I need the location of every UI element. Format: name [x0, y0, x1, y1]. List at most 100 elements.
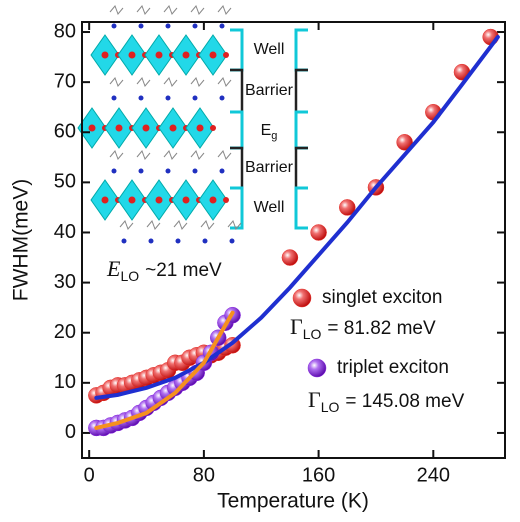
atom: [111, 168, 117, 174]
annotation-text: ~21 meV: [145, 260, 222, 281]
atom: [202, 238, 208, 244]
organic-chain: [217, 5, 232, 15]
y-tick-label: 40: [54, 221, 76, 243]
symbol: Γ: [308, 387, 321, 412]
subscript: LO: [321, 399, 340, 415]
data-point: [339, 199, 356, 216]
atom: [169, 124, 177, 132]
organic-chain: [146, 220, 161, 230]
atom: [192, 23, 198, 29]
atom: [209, 196, 217, 204]
symbol: Γ: [290, 314, 303, 339]
data-point: [396, 134, 413, 151]
atom: [121, 238, 127, 244]
inset-structure: Well Barrier Eg Barrier Well: [77, 5, 308, 244]
legend-label: singlet exciton: [322, 287, 442, 308]
inset-label: Eg: [261, 122, 278, 142]
plot-frame: [81, 21, 506, 459]
data-point: [281, 249, 299, 266]
atom: [165, 95, 171, 101]
inset-label: Well: [254, 41, 285, 58]
organic-chain: [190, 5, 205, 15]
atom: [210, 125, 216, 131]
atom: [223, 197, 229, 203]
subscript: LO: [303, 326, 322, 342]
atom: [155, 196, 163, 204]
atom: [223, 52, 229, 58]
organic-chain: [109, 150, 124, 160]
atom: [229, 238, 235, 244]
atom: [111, 95, 117, 101]
data-point: [310, 224, 327, 241]
atom: [192, 168, 198, 174]
annotation-text: = 81.82 meV: [327, 318, 436, 339]
legend-label: triplet exciton: [337, 357, 449, 378]
atom: [128, 51, 136, 59]
atom: [219, 168, 225, 174]
atom: [142, 124, 150, 132]
y-axis-label: FWHM(meV): [10, 179, 33, 301]
organic-chain: [217, 150, 232, 160]
atom: [192, 95, 198, 101]
atom: [182, 196, 190, 204]
organic-chain: [163, 5, 178, 15]
legend-marker: [307, 358, 327, 378]
atom: [138, 23, 144, 29]
organic-chain: [109, 77, 124, 87]
inset-label: Well: [254, 199, 285, 216]
organic-chain: [136, 77, 151, 87]
inset-label: Barrier: [245, 82, 294, 99]
annotation-text: = 145.08 meV: [345, 391, 464, 412]
organic-chain: [163, 77, 178, 87]
atom: [219, 23, 225, 29]
fit-line: [94, 35, 500, 400]
y-tick-label: 80: [54, 20, 76, 42]
symbol: E: [106, 256, 121, 281]
y-tick-label: 70: [54, 70, 76, 92]
atom: [111, 23, 117, 29]
y-tick-label: 20: [54, 321, 76, 343]
x-tick-label: 240: [417, 464, 450, 486]
subscript: LO: [120, 268, 139, 284]
atom: [115, 124, 123, 132]
organic-chain: [190, 77, 205, 87]
symbol: E: [261, 122, 272, 139]
y-tick-label: 0: [65, 421, 76, 443]
y-tick-label: 50: [54, 171, 76, 193]
atom: [101, 51, 109, 59]
atom: [128, 196, 136, 204]
atom: [182, 51, 190, 59]
atom: [209, 51, 217, 59]
atom: [138, 168, 144, 174]
x-axis-label: Temperature (K): [217, 490, 369, 513]
atom: [196, 124, 204, 132]
atom: [155, 51, 163, 59]
subscript: g: [271, 130, 277, 142]
atom: [88, 124, 96, 132]
atom: [165, 23, 171, 29]
annotation: ΓLO = 145.08 meV: [308, 387, 465, 415]
annotation: ELO ~21 meV: [106, 256, 222, 284]
organic-chain: [136, 150, 151, 160]
organic-chain: [136, 5, 151, 15]
atom: [219, 95, 225, 101]
atom: [175, 238, 181, 244]
legend-marker: [292, 288, 312, 308]
annotation: ΓLO = 81.82 meV: [290, 314, 436, 342]
atom: [138, 95, 144, 101]
inset-label: Barrier: [245, 159, 294, 176]
organic-chain: [163, 150, 178, 160]
atom: [165, 168, 171, 174]
organic-chain: [173, 220, 188, 230]
organic-chain: [190, 150, 205, 160]
organic-chain: [227, 220, 242, 230]
x-tick-label: 0: [84, 464, 95, 486]
fit-line: [94, 310, 235, 430]
atom: [101, 196, 109, 204]
organic-chain: [119, 220, 134, 230]
y-tick-label: 10: [54, 371, 76, 393]
organic-chain: [217, 77, 232, 87]
x-tick-label: 80: [193, 464, 215, 486]
x-tick-label: 160: [302, 464, 335, 486]
